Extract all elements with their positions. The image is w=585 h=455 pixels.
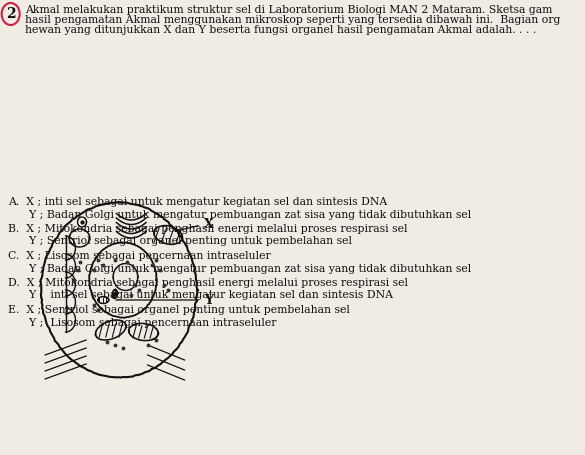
Text: Y ;  inti sel sebagai untuk mengatur kegiatan sel dan sintesis DNA: Y ; inti sel sebagai untuk mengatur kegi… — [8, 290, 393, 300]
Text: D.  X ; Mitokondria sebagai penghasil energi melalui proses respirasi sel: D. X ; Mitokondria sebagai penghasil ene… — [8, 278, 408, 288]
Text: hewan yang ditunjukkan X dan Y beserta fungsi organel hasil pengamatan Akmal ada: hewan yang ditunjukkan X dan Y beserta f… — [25, 25, 536, 35]
Text: Y ; Badan Golgi untuk mengatur pembuangan zat sisa yang tidak dibutuhkan sel: Y ; Badan Golgi untuk mengatur pembuanga… — [8, 209, 472, 219]
Text: E.  X ; Sentriol sebagai organel penting untuk pembelahan sel: E. X ; Sentriol sebagai organel penting … — [8, 305, 350, 315]
Text: B.  X ; Mitokondria sebagai penghasil energi melalui proses respirasi sel: B. X ; Mitokondria sebagai penghasil ene… — [8, 224, 408, 234]
Text: Akmal melakukan praktikum struktur sel di Laboratorium Biologi MAN 2 Mataram. Sk: Akmal melakukan praktikum struktur sel d… — [25, 5, 552, 15]
Text: A.  X ; inti sel sebagai untuk mengatur kegiatan sel dan sintesis DNA: A. X ; inti sel sebagai untuk mengatur k… — [8, 197, 387, 207]
Text: Y ; Badan Golgi untuk mengatur pembuangan zat sisa yang tidak dibutuhkan sel: Y ; Badan Golgi untuk mengatur pembuanga… — [8, 263, 472, 273]
Text: C.  X ; Lisosom sebagai pencernaan intraseluler: C. X ; Lisosom sebagai pencernaan intras… — [8, 251, 271, 261]
Text: 2: 2 — [6, 7, 15, 21]
Text: Y ;  Lisosom sebagai pencernaan intraseluler: Y ; Lisosom sebagai pencernaan intraselu… — [8, 318, 277, 328]
Text: Y ; Sentriol sebagai organel penting untuk pembelahan sel: Y ; Sentriol sebagai organel penting unt… — [8, 237, 352, 247]
Text: hasil pengamatan Akmal menggunakan mikroskop seperti yang tersedia dibawah ini. : hasil pengamatan Akmal menggunakan mikro… — [25, 15, 560, 25]
Text: X: X — [204, 218, 214, 232]
Text: Y: Y — [204, 293, 213, 307]
